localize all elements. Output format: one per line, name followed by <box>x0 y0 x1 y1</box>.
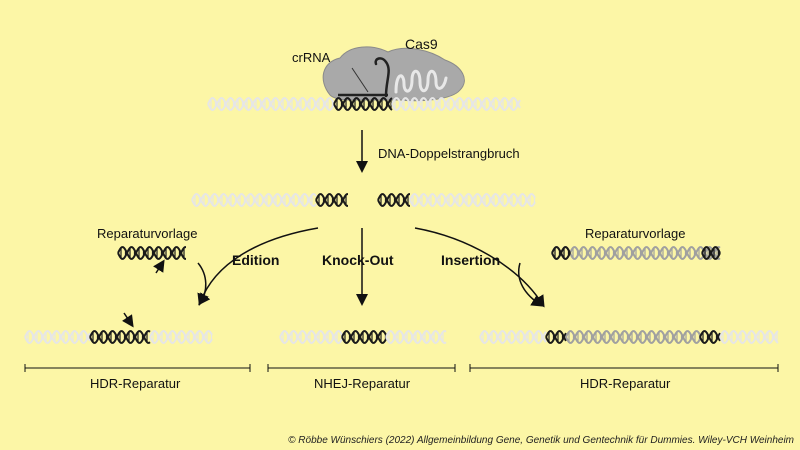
dna-broken-right-light <box>409 193 536 207</box>
result-insertion-grey <box>565 330 701 344</box>
result-edition-dark <box>89 330 151 344</box>
edition-label: Edition <box>232 252 280 268</box>
arrow-small-down <box>122 312 134 328</box>
arrows <box>122 130 545 328</box>
dna-layer <box>24 97 779 344</box>
dna-top-right <box>391 97 521 111</box>
template-right-end-l <box>551 246 571 260</box>
result-edition-light-r <box>149 330 213 344</box>
copyright-notice: © Röbbe Wünschiers (2022) Allgemeinbildu… <box>288 435 794 446</box>
result-nhej-light-l <box>279 330 343 344</box>
arrow-insertion <box>414 227 545 308</box>
result-insertion-dark-r <box>699 330 721 344</box>
crrna-label: crRNA <box>292 50 331 65</box>
result-nhej-light-r <box>385 330 447 344</box>
hdr-label-right: HDR-Reparatur <box>580 376 671 391</box>
arrow-template-left <box>197 262 211 306</box>
hdr-label-left: HDR-Reparatur <box>90 376 181 391</box>
result-edition-light-l <box>24 330 91 344</box>
result-nhej-dark <box>341 330 387 344</box>
template-label-left: Reparaturvorlage <box>97 226 198 241</box>
dna-broken-right-dark <box>377 193 410 207</box>
result-insertion-light-r <box>719 330 779 344</box>
arrow-template-right <box>518 262 544 307</box>
cas9-label: Cas9 <box>405 36 438 52</box>
arrow-small-up <box>153 259 165 274</box>
dna-top-target <box>333 97 393 111</box>
template-label-right: Reparaturvorlage <box>585 226 686 241</box>
dna-broken-left-light <box>191 193 317 207</box>
template-right-dna <box>551 246 721 260</box>
knockout-label: Knock-Out <box>322 252 394 268</box>
dna-top-left <box>207 97 335 111</box>
cas9-protein <box>322 46 465 102</box>
template-left-dna <box>117 246 186 260</box>
dsb-label: DNA-Doppelstrangbruch <box>378 146 520 161</box>
template-right-end-r <box>701 246 721 260</box>
result-insertion-light-l <box>479 330 547 344</box>
result-insertion-dark-l <box>545 330 567 344</box>
nhej-label: NHEJ-Reparatur <box>314 376 411 391</box>
brackets <box>24 364 779 372</box>
arrow-edition <box>197 227 319 306</box>
dna-broken-left-dark <box>315 193 348 207</box>
insertion-label: Insertion <box>441 252 501 268</box>
